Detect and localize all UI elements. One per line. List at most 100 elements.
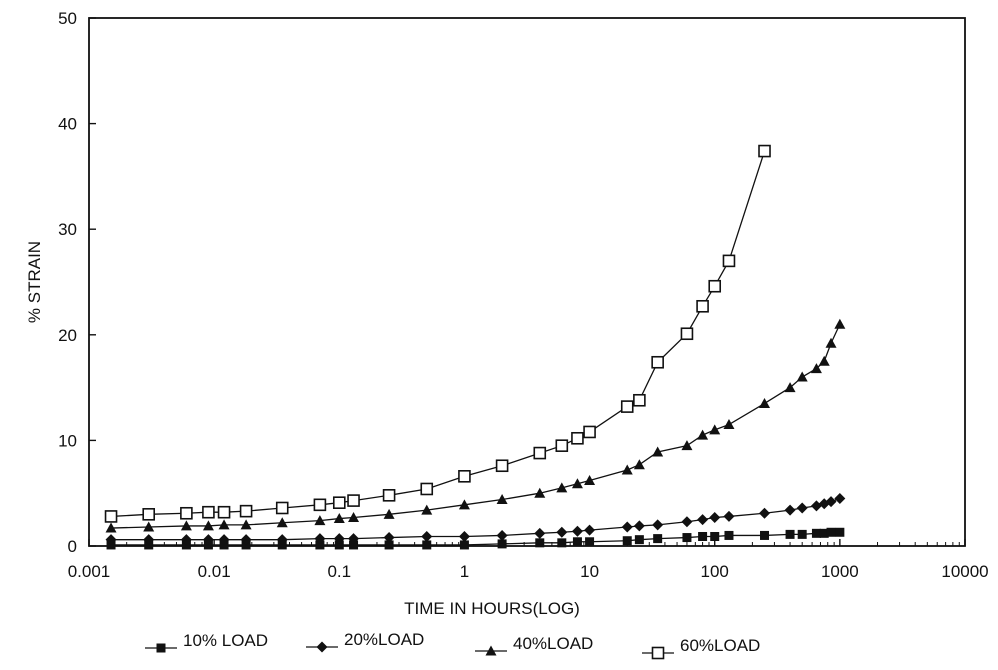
data-point [347,494,360,507]
data-point [784,504,796,516]
data-point [723,510,735,522]
data-point [105,534,117,546]
x-tick-label: 100 [701,562,729,581]
data-point [584,475,596,486]
data-point [796,371,808,382]
data-point [633,393,646,407]
data-point [383,508,395,519]
y-tick-label: 30 [58,220,77,239]
data-point [651,355,664,369]
data-point [722,254,736,268]
data-point [709,511,721,523]
y-tick-label: 0 [68,537,77,556]
data-point [835,527,845,537]
data-point [681,516,693,528]
data-point [698,531,708,541]
data-point [458,499,470,510]
y-tick-label: 20 [58,326,77,345]
data-point [697,429,709,440]
data-point [557,538,567,548]
series-layer [104,144,846,550]
data-point [275,501,289,515]
data-point [571,525,583,537]
data-point [652,446,664,457]
data-point [104,510,118,523]
data-point [202,520,214,531]
data-point [834,318,846,329]
data-point [633,459,645,470]
data-point [105,522,117,533]
data-point [459,540,469,550]
data-point [682,533,692,543]
data-point [710,531,720,541]
y-axis-title: % STRAIN [25,241,44,323]
x-tick-label: 10 [580,562,599,581]
x-tick-label: 0.1 [327,562,351,581]
data-point [819,528,829,538]
legend-label: 10% LOAD [183,631,268,650]
data-point [555,439,569,452]
data-point [348,511,360,522]
data-point [584,524,596,536]
data-point [384,540,394,550]
data-point [759,397,771,408]
legend-item: 20%LOAD [306,630,424,653]
data-point [796,502,808,514]
plot-frame [88,17,966,547]
data-point [217,505,231,519]
legend-marker [156,643,166,653]
legend-item: 40%LOAD [475,634,593,656]
data-point [180,520,192,531]
data-point [421,530,433,542]
data-point [421,504,433,515]
data-point [422,540,432,550]
data-point [825,496,837,508]
data-point [240,519,252,530]
data-point [818,355,830,366]
data-point [458,470,471,483]
legend-label: 60%LOAD [680,636,760,655]
y-axis-ticks: 0 10 20 30 40 50 [58,9,96,556]
data-point [202,505,215,519]
data-point [723,419,735,430]
data-point [810,500,822,512]
data-point [653,534,663,544]
data-point [333,533,345,545]
data-point [333,513,345,524]
data-point [496,529,508,541]
x-axis-ticks: 0.001 0.01 0.1 1 10 100 1000 10000 [68,539,989,581]
x-tick-label: 10000 [941,562,988,581]
data-point [180,534,192,546]
series-3 [105,318,846,533]
data-point [313,498,327,512]
data-point [633,520,645,532]
data-point [696,299,709,313]
data-point [332,496,346,510]
y-tick-label: 50 [58,9,77,28]
data-point [709,424,721,435]
legend-marker [485,645,497,656]
data-point [495,459,509,473]
x-tick-label: 1 [460,562,469,581]
data-point [349,540,359,550]
data-point [533,446,547,460]
x-tick-label: 0.01 [198,562,231,581]
data-point [496,494,508,505]
legend-marker [316,641,328,653]
data-point [797,529,807,539]
x-axis-title: TIME IN HOURS(LOG) [404,599,580,618]
data-point [621,464,633,475]
data-point [276,534,288,546]
data-point [314,533,326,545]
data-point [708,279,722,293]
data-point [825,337,837,348]
data-point [276,517,288,528]
data-point [834,492,846,504]
data-point [218,519,230,530]
data-point [784,382,796,393]
data-point [143,534,155,546]
data-point [334,540,344,550]
data-point [572,537,582,547]
